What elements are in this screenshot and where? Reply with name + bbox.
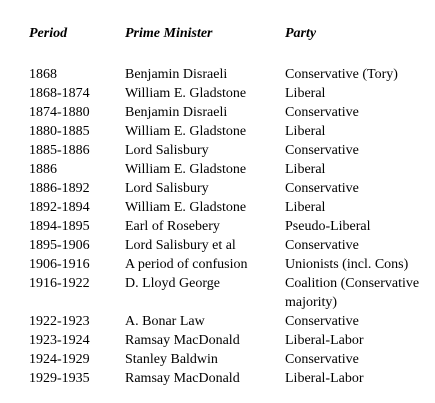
period-cell: 1923-1924 xyxy=(29,333,90,348)
party-cell: Coalition (Conservative majority) xyxy=(285,276,420,310)
prime-minister-cell: Ramsay MacDonald xyxy=(125,371,240,386)
party-cell: Liberal-Labor xyxy=(285,371,364,386)
period-cell: 1880-1885 xyxy=(29,124,90,139)
prime-minister-cell: Ramsay MacDonald xyxy=(125,333,240,348)
table-row: 1916-1922 D. Lloyd George Coalition (Conse… xyxy=(29,274,435,312)
prime-minister-cell: D. Lloyd George xyxy=(125,276,220,291)
prime-minister-cell: William E. Gladstone xyxy=(125,124,247,139)
prime-minister-cell: William E. Gladstone xyxy=(125,162,247,177)
party-cell: Conservative xyxy=(285,238,359,253)
table-row: 1874-1880 Benjamin Disraeli Conservative xyxy=(29,103,435,122)
header-period: Period xyxy=(29,26,68,41)
table-row: 1906-1916 A period of confusion Unionists … xyxy=(29,255,435,274)
party-cell: Liberal xyxy=(285,200,326,215)
period-cell: 1924-1929 xyxy=(29,352,90,367)
period-cell: 1885-1886 xyxy=(29,143,90,158)
period-cell: 1886 xyxy=(29,162,57,177)
table-row: 1894-1895 Earl of Rosebery Pseudo-Liberal xyxy=(29,217,435,236)
prime-minister-cell: William E. Gladstone xyxy=(125,200,247,215)
table-row: 1924-1929 Stanley Baldwin Conservative xyxy=(29,350,435,369)
party-cell: Conservative xyxy=(285,314,359,329)
party-cell: Pseudo-Liberal xyxy=(285,219,371,234)
table-row: 1886 William E. Gladstone Liberal xyxy=(29,160,435,179)
party-cell: Conservative xyxy=(285,143,359,158)
prime-minister-cell: Benjamin Disraeli xyxy=(125,67,228,82)
period-cell: 1868-1874 xyxy=(29,86,90,101)
prime-minister-cell: Benjamin Disraeli xyxy=(125,105,228,120)
table-row: 1929-1935 Ramsay MacDonald Liberal-Labor xyxy=(29,369,435,388)
period-cell: 1922-1923 xyxy=(29,314,90,329)
table-row: 1895-1906 Lord Salisbury et al Conservativ… xyxy=(29,236,435,255)
prime-minister-cell: Lord Salisbury et al xyxy=(125,238,236,253)
period-cell: 1906-1916 xyxy=(29,257,90,272)
table-row: 1922-1923 A. Bonar Law Conservative xyxy=(29,312,435,331)
period-cell: 1868 xyxy=(29,67,57,82)
party-cell: Conservative xyxy=(285,352,359,367)
header-prime-minister: Prime Minister xyxy=(125,26,213,41)
party-cell: Conservative xyxy=(285,105,359,120)
party-cell: Unionists (incl. Cons) xyxy=(285,257,409,272)
period-cell: 1874-1880 xyxy=(29,105,90,120)
period-cell: 1894-1895 xyxy=(29,219,90,234)
table-row: 1880-1885 William E. Gladstone Liberal xyxy=(29,122,435,141)
table-row: 1886-1892 Lord Salisbury Conservative xyxy=(29,179,435,198)
period-cell: 1929-1935 xyxy=(29,371,90,386)
prime-minister-cell: Stanley Baldwin xyxy=(125,352,218,367)
table-row: 1923-1924 Ramsay MacDonald Liberal-Labor xyxy=(29,331,435,350)
table-row: 1868-1874 William E. Gladstone Liberal xyxy=(29,84,435,103)
prime-minister-cell: Earl of Rosebery xyxy=(125,219,220,234)
period-cell: 1916-1922 xyxy=(29,276,90,291)
header-party: Party xyxy=(285,26,317,41)
period-cell: 1895-1906 xyxy=(29,238,90,253)
prime-minister-cell: A period of confusion xyxy=(125,257,248,272)
table-row: 1885-1886 Lord Salisbury Conservative xyxy=(29,141,435,160)
party-cell: Liberal xyxy=(285,86,326,101)
party-cell: Liberal xyxy=(285,124,326,139)
prime-minister-cell: Lord Salisbury xyxy=(125,143,209,158)
party-cell: Conservative (Tory) xyxy=(285,67,398,82)
table-header-row: Period Prime Minister Party xyxy=(29,24,435,65)
period-cell: 1886-1892 xyxy=(29,181,90,196)
period-cell: 1892-1894 xyxy=(29,200,90,215)
table-row: 1868 Benjamin Disraeli Conservative (Tory) xyxy=(29,65,435,84)
prime-minister-cell: William E. Gladstone xyxy=(125,86,247,101)
party-cell: Conservative xyxy=(285,181,359,196)
prime-ministers-table: Period Prime Minister Party 1868 Benjamin… xyxy=(29,24,435,388)
table-body: 1868 Benjamin Disraeli Conservative (Tory)… xyxy=(29,65,435,388)
table-row: 1892-1894 William E. Gladstone Liberal xyxy=(29,198,435,217)
prime-minister-cell: Lord Salisbury xyxy=(125,181,209,196)
prime-minister-cell: A. Bonar Law xyxy=(125,314,205,329)
party-cell: Liberal-Labor xyxy=(285,333,364,348)
party-cell: Liberal xyxy=(285,162,326,177)
